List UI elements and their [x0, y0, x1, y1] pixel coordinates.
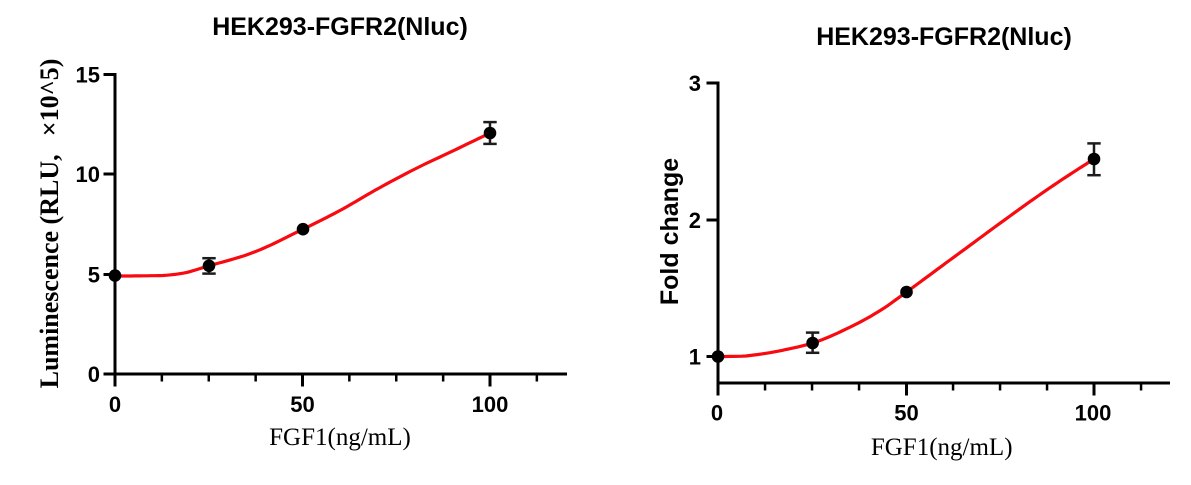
- svg-text:1: 1: [689, 345, 701, 370]
- svg-text:0: 0: [109, 392, 121, 417]
- svg-text:50: 50: [290, 392, 314, 417]
- svg-text:FGF1(ng/mL): FGF1(ng/mL): [269, 424, 411, 451]
- svg-text:Luminescence (RLU, ×10^5): Luminescence (RLU, ×10^5): [35, 59, 64, 389]
- svg-text:Fold change: Fold change: [656, 158, 684, 305]
- svg-text:0: 0: [711, 401, 723, 426]
- svg-text:FGF1(ng/mL): FGF1(ng/mL): [871, 434, 1013, 461]
- svg-text:HEK293-FGFR2(Nluc): HEK293-FGFR2(Nluc): [816, 23, 1072, 51]
- svg-text:2: 2: [689, 208, 701, 233]
- svg-text:3: 3: [689, 71, 701, 96]
- svg-text:100: 100: [472, 392, 509, 417]
- svg-text:HEK293-FGFR2(Nluc): HEK293-FGFR2(Nluc): [212, 13, 468, 41]
- svg-text:50: 50: [894, 401, 918, 426]
- svg-text:10: 10: [76, 162, 100, 187]
- svg-text:100: 100: [1075, 401, 1112, 426]
- svg-text:5: 5: [88, 263, 100, 288]
- svg-text:0: 0: [88, 362, 100, 387]
- svg-text:15: 15: [76, 63, 100, 88]
